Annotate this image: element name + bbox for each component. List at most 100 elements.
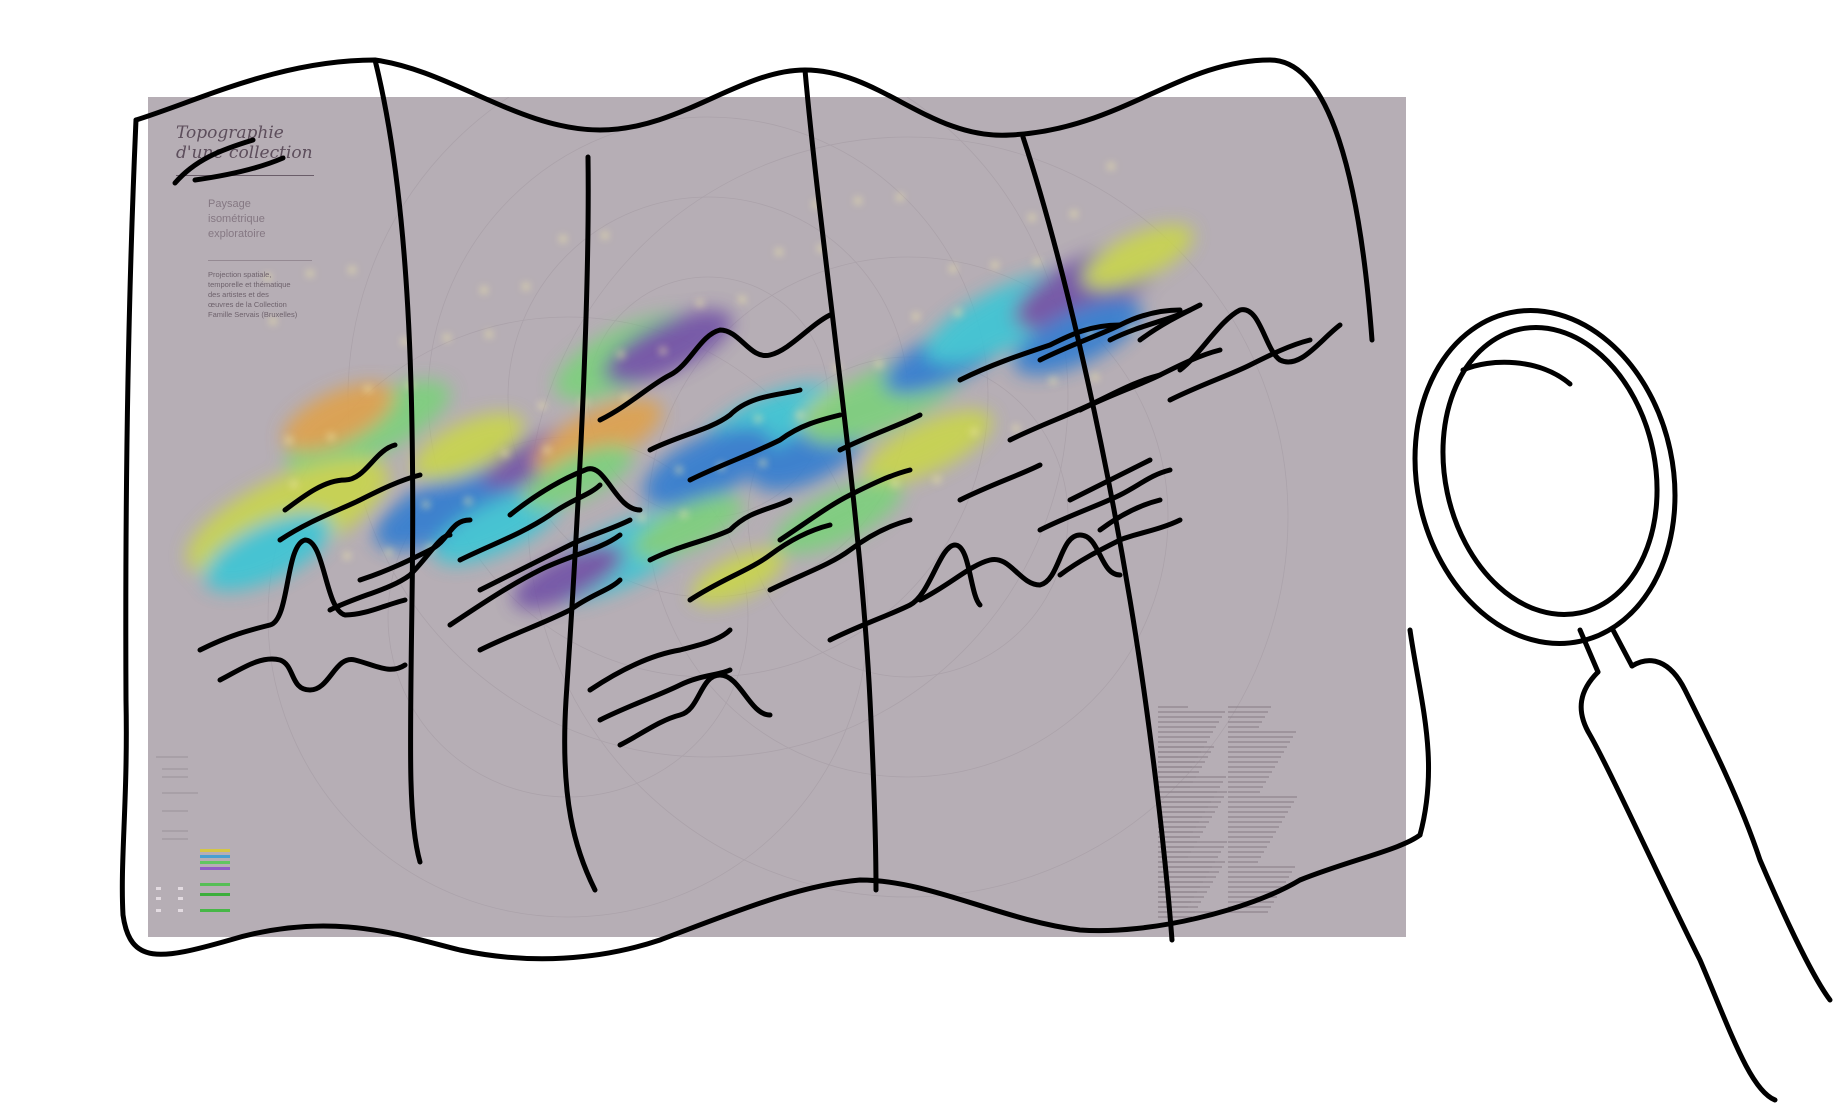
- sketch-ridge: [1167, 337, 1313, 403]
- landscape-blob: [863, 409, 993, 485]
- landscape-marker: [1013, 425, 1019, 432]
- sketch-ridge: [837, 412, 923, 453]
- sketch-ridge: [1097, 497, 1163, 533]
- poster-subtitle: Paysage isométrique exploratoire: [208, 198, 266, 240]
- sketch-ridge: [827, 542, 983, 643]
- poster-map: Topographie d'une collection Paysage iso…: [148, 97, 1406, 937]
- landscape-marker: [286, 437, 292, 444]
- sketch-ridge: [957, 322, 1123, 383]
- sketch-ridge: [1177, 307, 1343, 373]
- landscape-marker: [386, 549, 392, 556]
- landscape-marker: [560, 235, 566, 242]
- sketch-ridge: [617, 672, 773, 748]
- landscape-blob: [282, 382, 394, 452]
- landscape-marker: [481, 287, 487, 294]
- landscape-marker: [697, 300, 703, 307]
- landscape-marker: [444, 334, 450, 341]
- landscape-marker: [1092, 374, 1098, 381]
- landscape-marker: [486, 331, 492, 338]
- landscape-marker: [423, 501, 429, 508]
- landscape-blob: [1082, 224, 1194, 290]
- sketch-ridge: [647, 387, 803, 453]
- landscape-marker: [1034, 258, 1040, 265]
- sketch-ridge: [357, 517, 473, 583]
- landscape-marker: [544, 446, 550, 453]
- landscape-marker: [892, 480, 898, 487]
- sketch-ridge-lines: [197, 302, 1343, 748]
- landscape-marker: [270, 318, 276, 325]
- sketch-ridge: [1137, 302, 1203, 343]
- landscape-marker: [855, 197, 861, 204]
- landscape-marker: [797, 412, 803, 419]
- landscape-blob: [512, 544, 624, 610]
- landscape-marker: [502, 450, 508, 457]
- sketch-ridge: [282, 442, 398, 513]
- landscape-marker: [623, 395, 629, 402]
- landscape-marker: [760, 459, 766, 466]
- landscape-marker: [955, 309, 961, 316]
- sketch-ridge: [1077, 347, 1223, 413]
- sketch-ridge: [477, 577, 623, 653]
- legend: [156, 756, 230, 912]
- landscape-marker: [897, 194, 903, 201]
- landscape-marker: [539, 402, 545, 409]
- landscape-marker: [1029, 214, 1035, 221]
- landscape-marker: [971, 428, 977, 435]
- title-rule: [176, 175, 314, 176]
- sketch-ridge: [777, 467, 913, 543]
- landscape-marker: [1050, 377, 1056, 384]
- landscape-marker: [618, 351, 624, 358]
- landscape-blob: [603, 309, 733, 385]
- landscape-blob: [433, 489, 563, 565]
- landscape-marker: [349, 266, 355, 273]
- landscape-marker: [465, 498, 471, 504]
- landscape-blob: [412, 412, 524, 482]
- landscape-marker: [639, 514, 645, 521]
- sketch-ridge: [587, 627, 733, 693]
- landscape-marker: [1108, 163, 1114, 170]
- landscape-marker: [676, 467, 682, 474]
- sketch-ridge: [647, 497, 793, 563]
- landscape-marker: [739, 296, 745, 303]
- sketch-ridge: [957, 462, 1043, 503]
- landscape-marker: [307, 270, 313, 277]
- sketch-ridge: [447, 532, 623, 628]
- sketch-ridge: [687, 412, 843, 483]
- landscape-marker: [402, 338, 408, 345]
- landscape-marker: [602, 232, 608, 239]
- landscape-marker: [1071, 210, 1077, 217]
- sketch-ridge: [1057, 517, 1183, 578]
- colored-landscape-blobs: [186, 224, 1194, 610]
- landscape-marker: [344, 552, 350, 559]
- sketch-ridge: [277, 472, 423, 543]
- folded-map-icon: [119, 57, 1432, 962]
- sketch-ridge: [767, 517, 913, 593]
- landscape-marker: [265, 274, 271, 280]
- landscape-marker: [776, 249, 782, 256]
- landscape-blob: [643, 426, 773, 508]
- landscape-marker: [934, 476, 940, 483]
- landscape-marker: [755, 415, 761, 422]
- landscape-marker: [660, 347, 666, 354]
- landscape-blob: [533, 399, 663, 475]
- landscape-marker: [291, 481, 297, 488]
- poster-title: Topographie d'une collection: [176, 123, 313, 163]
- landscape-blob: [203, 513, 333, 591]
- subtitle-rule: [208, 260, 312, 261]
- sketch-ridge: [457, 482, 603, 563]
- landscape-marker: [876, 361, 882, 368]
- sketch-ridge: [217, 656, 408, 693]
- sketch-ridge: [477, 517, 633, 593]
- sketch-ridge: [197, 537, 408, 653]
- landscape-marker: [365, 386, 371, 392]
- sketch-ridge: [1067, 457, 1153, 503]
- landscape-blob: [632, 494, 744, 560]
- poster-description: Projection spatiale, temporelle et théma…: [208, 270, 298, 319]
- magnifying-glass-icon: [1412, 308, 1833, 1103]
- landscape-marker: [950, 265, 956, 272]
- landscape-marker: [992, 262, 998, 269]
- landscape-marker: [328, 433, 334, 440]
- landscape-marker: [523, 283, 529, 290]
- landscape-marker: [681, 511, 687, 518]
